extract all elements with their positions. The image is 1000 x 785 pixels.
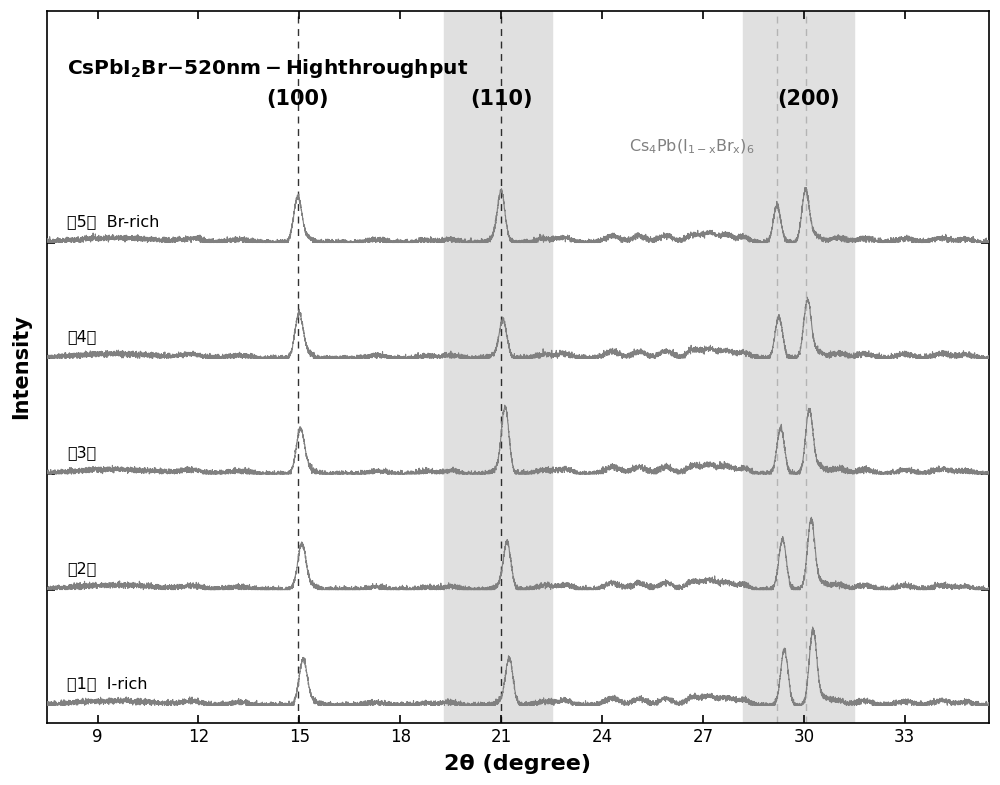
X-axis label: 2θ (degree): 2θ (degree) (444, 754, 591, 774)
Text: （1）  I-rich: （1） I-rich (67, 677, 148, 692)
Bar (444, 11, 552, 723)
Bar (743, 11, 854, 723)
Text: （2）: （2） (67, 560, 97, 575)
Text: （3）: （3） (67, 445, 97, 460)
Text: (200): (200) (778, 89, 840, 109)
Text: (110): (110) (470, 89, 532, 109)
Text: （4）: （4） (67, 330, 97, 345)
Text: $\mathrm{Cs_4Pb(I_{1-x}Br_x)_6}$: $\mathrm{Cs_4Pb(I_{1-x}Br_x)_6}$ (629, 137, 755, 155)
Text: （5）  Br-rich: （5） Br-rich (67, 214, 160, 228)
Text: $\mathbf{CsPbI_2Br}$$\mathbf{-520nm-Highthroughput}$: $\mathbf{CsPbI_2Br}$$\mathbf{-520nm-High… (67, 57, 468, 80)
Y-axis label: Intensity: Intensity (11, 315, 31, 419)
Text: (100): (100) (266, 89, 329, 109)
